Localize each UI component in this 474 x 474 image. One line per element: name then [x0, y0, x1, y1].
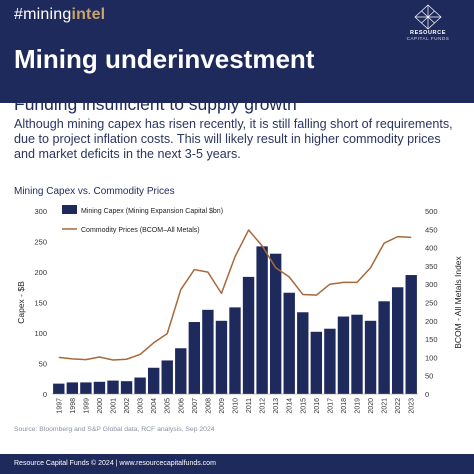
diamond-logo-icon — [414, 4, 442, 30]
right-axis-label: BCOM - All Metals Index — [453, 255, 463, 348]
left-axis-tick-label: 100 — [34, 329, 47, 338]
x-tick-label: 2002 — [124, 398, 131, 414]
left-axis-tick-label: 300 — [34, 207, 47, 216]
capex-bar — [256, 246, 268, 394]
source-note: Source: Bloomberg and S&P Global data, R… — [14, 426, 215, 433]
capex-bar — [161, 360, 173, 394]
x-tick-label: 2016 — [314, 398, 321, 414]
capex-bar — [53, 383, 65, 394]
x-tick-label: 2004 — [151, 398, 158, 414]
x-tick-label: 2013 — [273, 398, 280, 414]
x-tick-label: 2007 — [192, 398, 199, 414]
paragraph-line: and market deficits in the next 3-5 year… — [14, 147, 241, 162]
footer-text: Resource Capital Funds © 2024 | www.reso… — [14, 460, 216, 467]
logo-name: RESOURCE — [410, 30, 446, 36]
capex-bar — [80, 382, 92, 394]
x-tick-label: 2020 — [368, 398, 375, 414]
page-title: Mining underinvestment — [14, 44, 315, 74]
x-tick-label: 2008 — [205, 398, 212, 414]
right-axis-tick-label: 250 — [425, 299, 438, 308]
capex-bar — [93, 381, 106, 394]
left-axis-tick-label: 0 — [43, 390, 47, 399]
capex-bar — [134, 377, 146, 394]
left-axis-tick-label: 250 — [34, 238, 47, 247]
right-axis-tick-label: 100 — [425, 353, 438, 362]
capex-bar — [337, 316, 350, 394]
capex-bar — [215, 320, 228, 394]
right-axis-tick-label: 500 — [425, 207, 438, 216]
right-axis-tick-label: 50 — [425, 372, 433, 381]
x-tick-label: 2017 — [327, 398, 334, 414]
capex-bar — [242, 276, 255, 394]
hashtag-highlight: intel — [71, 6, 106, 23]
capex-bar — [310, 331, 323, 394]
paragraph-line: Although mining capex has risen recently… — [14, 117, 453, 131]
x-tick-label: 2022 — [395, 398, 402, 414]
x-tick-label: 2003 — [138, 398, 145, 414]
capex-bar — [229, 307, 241, 394]
section-subtitle: Funding insufficient to supply growth — [14, 94, 297, 114]
capex-bar — [107, 380, 119, 394]
x-tick-label: 2006 — [178, 398, 185, 414]
capex-bar — [364, 320, 377, 394]
x-tick-label: 2012 — [260, 398, 267, 414]
left-axis-tick-label: 50 — [39, 360, 47, 369]
capex-bar — [405, 275, 417, 394]
capex-bar — [283, 292, 295, 394]
logo-subname: CAPITAL FUNDS — [406, 36, 450, 41]
chart-title: Mining Capex vs. Commodity Prices — [14, 186, 175, 197]
intro-paragraph: Although mining capex has risen recently… — [14, 117, 466, 163]
x-tick-label: 1998 — [70, 398, 77, 414]
x-tick-label: 1997 — [56, 398, 63, 414]
left-axis-tick-label: 150 — [34, 299, 47, 308]
x-tick-label: 2010 — [233, 398, 240, 414]
legend-capex-label: Mining Capex (Mining Expansion Capital $… — [81, 208, 223, 215]
footer-bar: Resource Capital Funds © 2024 | www.reso… — [0, 454, 474, 474]
capex-bar — [297, 312, 309, 394]
capex-bar — [147, 367, 160, 394]
x-tick-label: 2011 — [246, 398, 253, 413]
x-tick-label: 2001 — [111, 398, 118, 414]
x-tick-label: 2021 — [382, 398, 389, 414]
capex-bar — [202, 309, 214, 394]
capex-bar — [351, 314, 363, 394]
left-axis-label: Capex - $B — [16, 281, 26, 324]
x-tick-label: 2000 — [97, 398, 104, 414]
x-tick-label: 2015 — [300, 398, 307, 414]
capex-bar — [188, 322, 201, 394]
right-axis-tick-label: 200 — [425, 317, 438, 326]
capex-bar — [120, 381, 133, 394]
x-tick-label: 2005 — [165, 398, 172, 414]
right-axis-tick-label: 400 — [425, 244, 438, 253]
x-tick-label: 2019 — [355, 398, 362, 414]
capex-bar — [378, 301, 390, 394]
capex-bar — [66, 382, 79, 394]
hashtag-prefix: #mining — [14, 6, 72, 23]
x-tick-label: 2014 — [287, 398, 294, 414]
commodity-price-line — [58, 229, 412, 361]
hashtag-label: #miningintel — [14, 6, 105, 24]
company-logo: RESOURCE CAPITAL FUNDS — [398, 4, 458, 48]
x-tick-label: 1999 — [83, 398, 90, 414]
capex-bar — [269, 253, 282, 394]
right-axis-tick-label: 300 — [425, 280, 438, 289]
legend-price-label: Commodity Prices (BCOM–All Metals) — [81, 227, 200, 234]
right-axis-tick-label: 450 — [425, 225, 438, 234]
capex-bar — [391, 287, 404, 394]
x-tick-label: 2009 — [219, 398, 226, 414]
x-tick-label: 2018 — [341, 398, 348, 414]
capex-bar — [324, 328, 336, 394]
right-axis-tick-label: 150 — [425, 335, 438, 344]
capex-bar — [175, 348, 187, 394]
paragraph-line: due to project inflation costs. This wil… — [14, 132, 441, 147]
right-axis-tick-label: 0 — [425, 390, 429, 399]
x-tick-label: 2023 — [409, 398, 416, 414]
legend-capex-swatch — [62, 205, 77, 214]
left-axis-tick-label: 200 — [34, 268, 47, 277]
header-banner — [0, 0, 474, 103]
right-axis-tick-label: 350 — [425, 262, 438, 271]
